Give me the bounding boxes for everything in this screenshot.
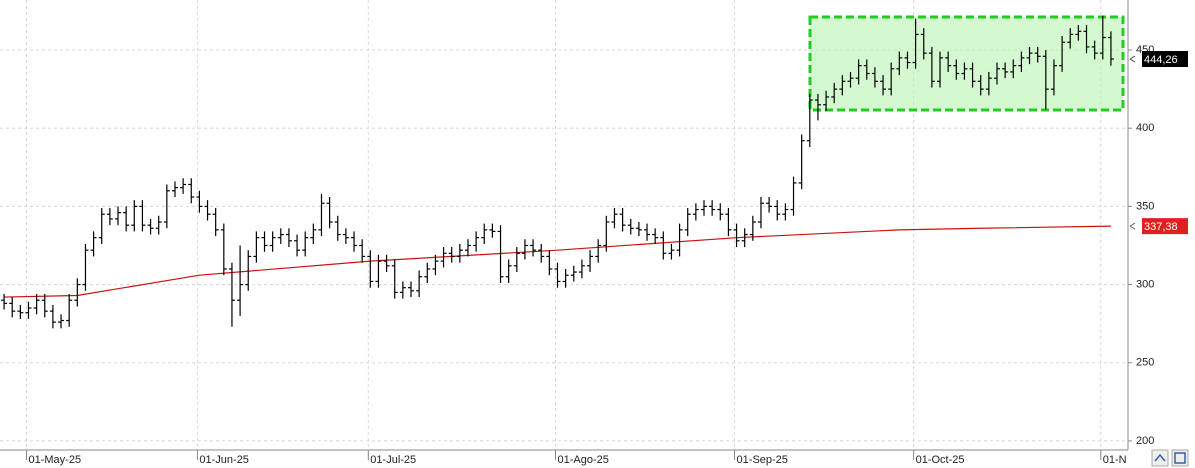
save-button[interactable] <box>1171 449 1189 467</box>
price-label: 444,26 <box>1144 54 1178 66</box>
price-pointer <box>1129 222 1136 230</box>
x-tick-label: 01-Sep-25 <box>737 454 788 466</box>
y-tick-label: 200 <box>1136 435 1154 447</box>
zoom-button[interactable] <box>1151 449 1169 467</box>
y-tick-label: 250 <box>1136 357 1154 369</box>
ohlc-bars <box>1 15 1114 329</box>
y-tick-label: 350 <box>1136 200 1154 212</box>
x-tick-label: 01-Jul-25 <box>370 454 416 466</box>
button-icon <box>1154 453 1166 462</box>
x-tick-label: 01-Oct-25 <box>916 454 965 466</box>
moving-average <box>4 225 1111 298</box>
price-label-box <box>1142 218 1188 235</box>
button-icon <box>1174 452 1186 464</box>
highlight-box <box>808 15 1125 112</box>
button-frame[interactable] <box>1171 449 1189 467</box>
price-pointer <box>1129 55 1136 63</box>
y-tick-label: 300 <box>1136 278 1154 290</box>
x-tick-label: 01-Jun-25 <box>199 454 249 466</box>
x-tick-label: 01-N <box>1103 454 1127 466</box>
price-label: 337,38 <box>1144 221 1178 233</box>
x-tick-label: 01-May-25 <box>28 454 81 466</box>
x-tick-label: 01-Ago-25 <box>558 454 609 466</box>
y-tick-label: 400 <box>1136 122 1154 134</box>
button-frame[interactable] <box>1151 449 1169 467</box>
price-label-box <box>1142 51 1188 68</box>
